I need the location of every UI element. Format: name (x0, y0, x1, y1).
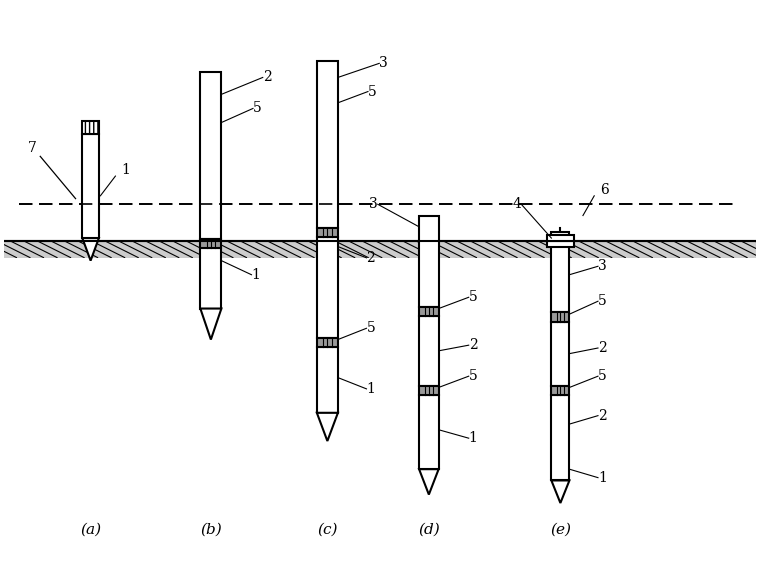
Bar (419, 316, 439, 386)
Bar (419, 395, 439, 469)
Bar (551, 321, 569, 386)
Polygon shape (551, 480, 569, 503)
Text: 5: 5 (469, 290, 477, 304)
Text: 3: 3 (369, 197, 378, 211)
Polygon shape (419, 469, 439, 495)
Text: 1: 1 (469, 431, 477, 445)
Text: 5: 5 (469, 369, 477, 383)
Text: 2: 2 (598, 341, 606, 355)
Polygon shape (317, 413, 338, 441)
Text: 2: 2 (469, 338, 477, 352)
Bar (82, 121, 99, 134)
Text: 2: 2 (598, 408, 606, 423)
Text: 1: 1 (122, 164, 130, 177)
Bar (201, 239, 221, 248)
Text: 5: 5 (366, 321, 375, 335)
Text: (c): (c) (317, 523, 337, 537)
Text: (b): (b) (200, 523, 222, 537)
Text: 2: 2 (366, 251, 375, 265)
Bar (419, 216, 439, 307)
Text: 6: 6 (600, 183, 609, 197)
Text: 4: 4 (512, 197, 521, 211)
Bar (317, 338, 338, 347)
Bar (4, 258, 756, 568)
Bar (4, 241, 756, 258)
Text: 3: 3 (598, 259, 606, 273)
Text: 1: 1 (252, 268, 261, 282)
Bar (82, 134, 99, 238)
Bar (201, 248, 221, 308)
Bar (4, 0, 756, 241)
Text: 3: 3 (379, 57, 388, 70)
Bar (551, 312, 569, 321)
Text: 1: 1 (366, 382, 375, 396)
Bar (551, 232, 569, 312)
Bar (551, 386, 569, 395)
Text: 5: 5 (368, 85, 377, 98)
Text: 7: 7 (28, 141, 37, 155)
Text: 5: 5 (253, 101, 261, 116)
Bar (317, 228, 338, 237)
Bar (317, 347, 338, 413)
Bar (317, 61, 338, 228)
Bar (201, 72, 221, 239)
Polygon shape (201, 308, 221, 340)
Text: (a): (a) (80, 523, 101, 537)
Text: (d): (d) (418, 523, 440, 537)
Text: 2: 2 (263, 70, 271, 85)
Bar (419, 386, 439, 395)
Text: 5: 5 (598, 369, 606, 383)
Bar (317, 237, 338, 338)
Bar (551, 395, 569, 480)
Bar (419, 307, 439, 316)
Text: 5: 5 (598, 294, 606, 308)
Polygon shape (82, 238, 99, 261)
Bar (547, 235, 574, 247)
Text: (e): (e) (550, 523, 571, 537)
Text: 1: 1 (598, 471, 606, 484)
